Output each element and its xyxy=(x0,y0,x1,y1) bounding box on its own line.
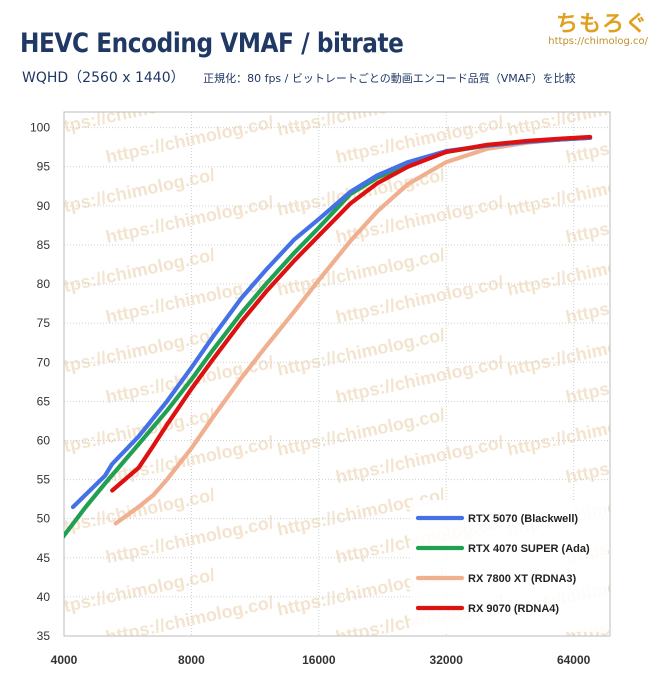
series-line-3 xyxy=(113,135,593,526)
resolution-label: WQHD（2560 x 1440） xyxy=(22,70,185,86)
watermark-text: https://chimolog.co/ xyxy=(505,325,660,380)
legend-label: RTX 4070 SUPER (Ada) xyxy=(468,543,590,555)
normalization-note: 正規化：80 fps / ビットレートごとの動画エンコード品質（VMAF）を比較 xyxy=(203,72,576,85)
series-lines xyxy=(64,134,593,540)
legend-label: RX 9070 (RDNA4) xyxy=(468,603,559,615)
legend-label: RTX 5070 (Blackwell) xyxy=(468,513,578,525)
chart-title: HEVC Encoding VMAF / bitrate xyxy=(20,28,404,59)
y-tick-label: 40 xyxy=(37,590,51,604)
x-tick-label: 16000 xyxy=(302,653,336,667)
y-tick-label: 70 xyxy=(37,355,51,369)
axes: 35 40 45 50 55 60 65 70 75 80 85 90 95 100 4000 8000 160… xyxy=(30,121,591,667)
legend: RTX 5070 (Blackwell) RTX 4070 SUPER (Ada)… xyxy=(410,500,608,632)
y-tick-label: 60 xyxy=(37,433,51,447)
x-tick-label: 4000 xyxy=(51,653,78,667)
brand-url: https://chimolog.co/ xyxy=(548,36,648,47)
y-tick-label: 90 xyxy=(37,199,51,213)
brand-logo: ちもろぐ https://chimolog.co/ xyxy=(548,6,648,47)
y-tick-label: 80 xyxy=(37,277,51,291)
y-tick-label: 45 xyxy=(37,551,51,565)
grid xyxy=(63,111,611,637)
y-tick-label: 50 xyxy=(37,512,51,526)
x-tick-label: 8000 xyxy=(178,653,205,667)
y-tick-label: 35 xyxy=(37,629,51,643)
chart-subtitle: WQHD（2560 x 1440） 正規化：80 fps / ビットレートごとの… xyxy=(22,67,576,87)
y-tick-label: 100 xyxy=(30,121,50,135)
watermark-text: https://chimolog.co/ xyxy=(505,165,660,220)
x-tick-label: 64000 xyxy=(557,653,591,667)
y-tick-label: 85 xyxy=(37,238,51,252)
y-tick-label: 95 xyxy=(37,160,51,174)
y-tick-label: 65 xyxy=(37,394,51,408)
legend-label: RX 7800 XT (RDNA3) xyxy=(468,573,577,585)
watermark-text: https://chimolog.co/ xyxy=(505,405,660,460)
watermark-text: https://chimolog.co/ xyxy=(505,245,660,300)
brand-name: ちもろぐ xyxy=(555,12,648,37)
x-tick-label: 32000 xyxy=(430,653,464,667)
plot-frame xyxy=(63,111,611,637)
series-line-4 xyxy=(110,134,593,493)
y-tick-label: 75 xyxy=(37,316,51,330)
y-tick-label: 55 xyxy=(37,473,51,487)
